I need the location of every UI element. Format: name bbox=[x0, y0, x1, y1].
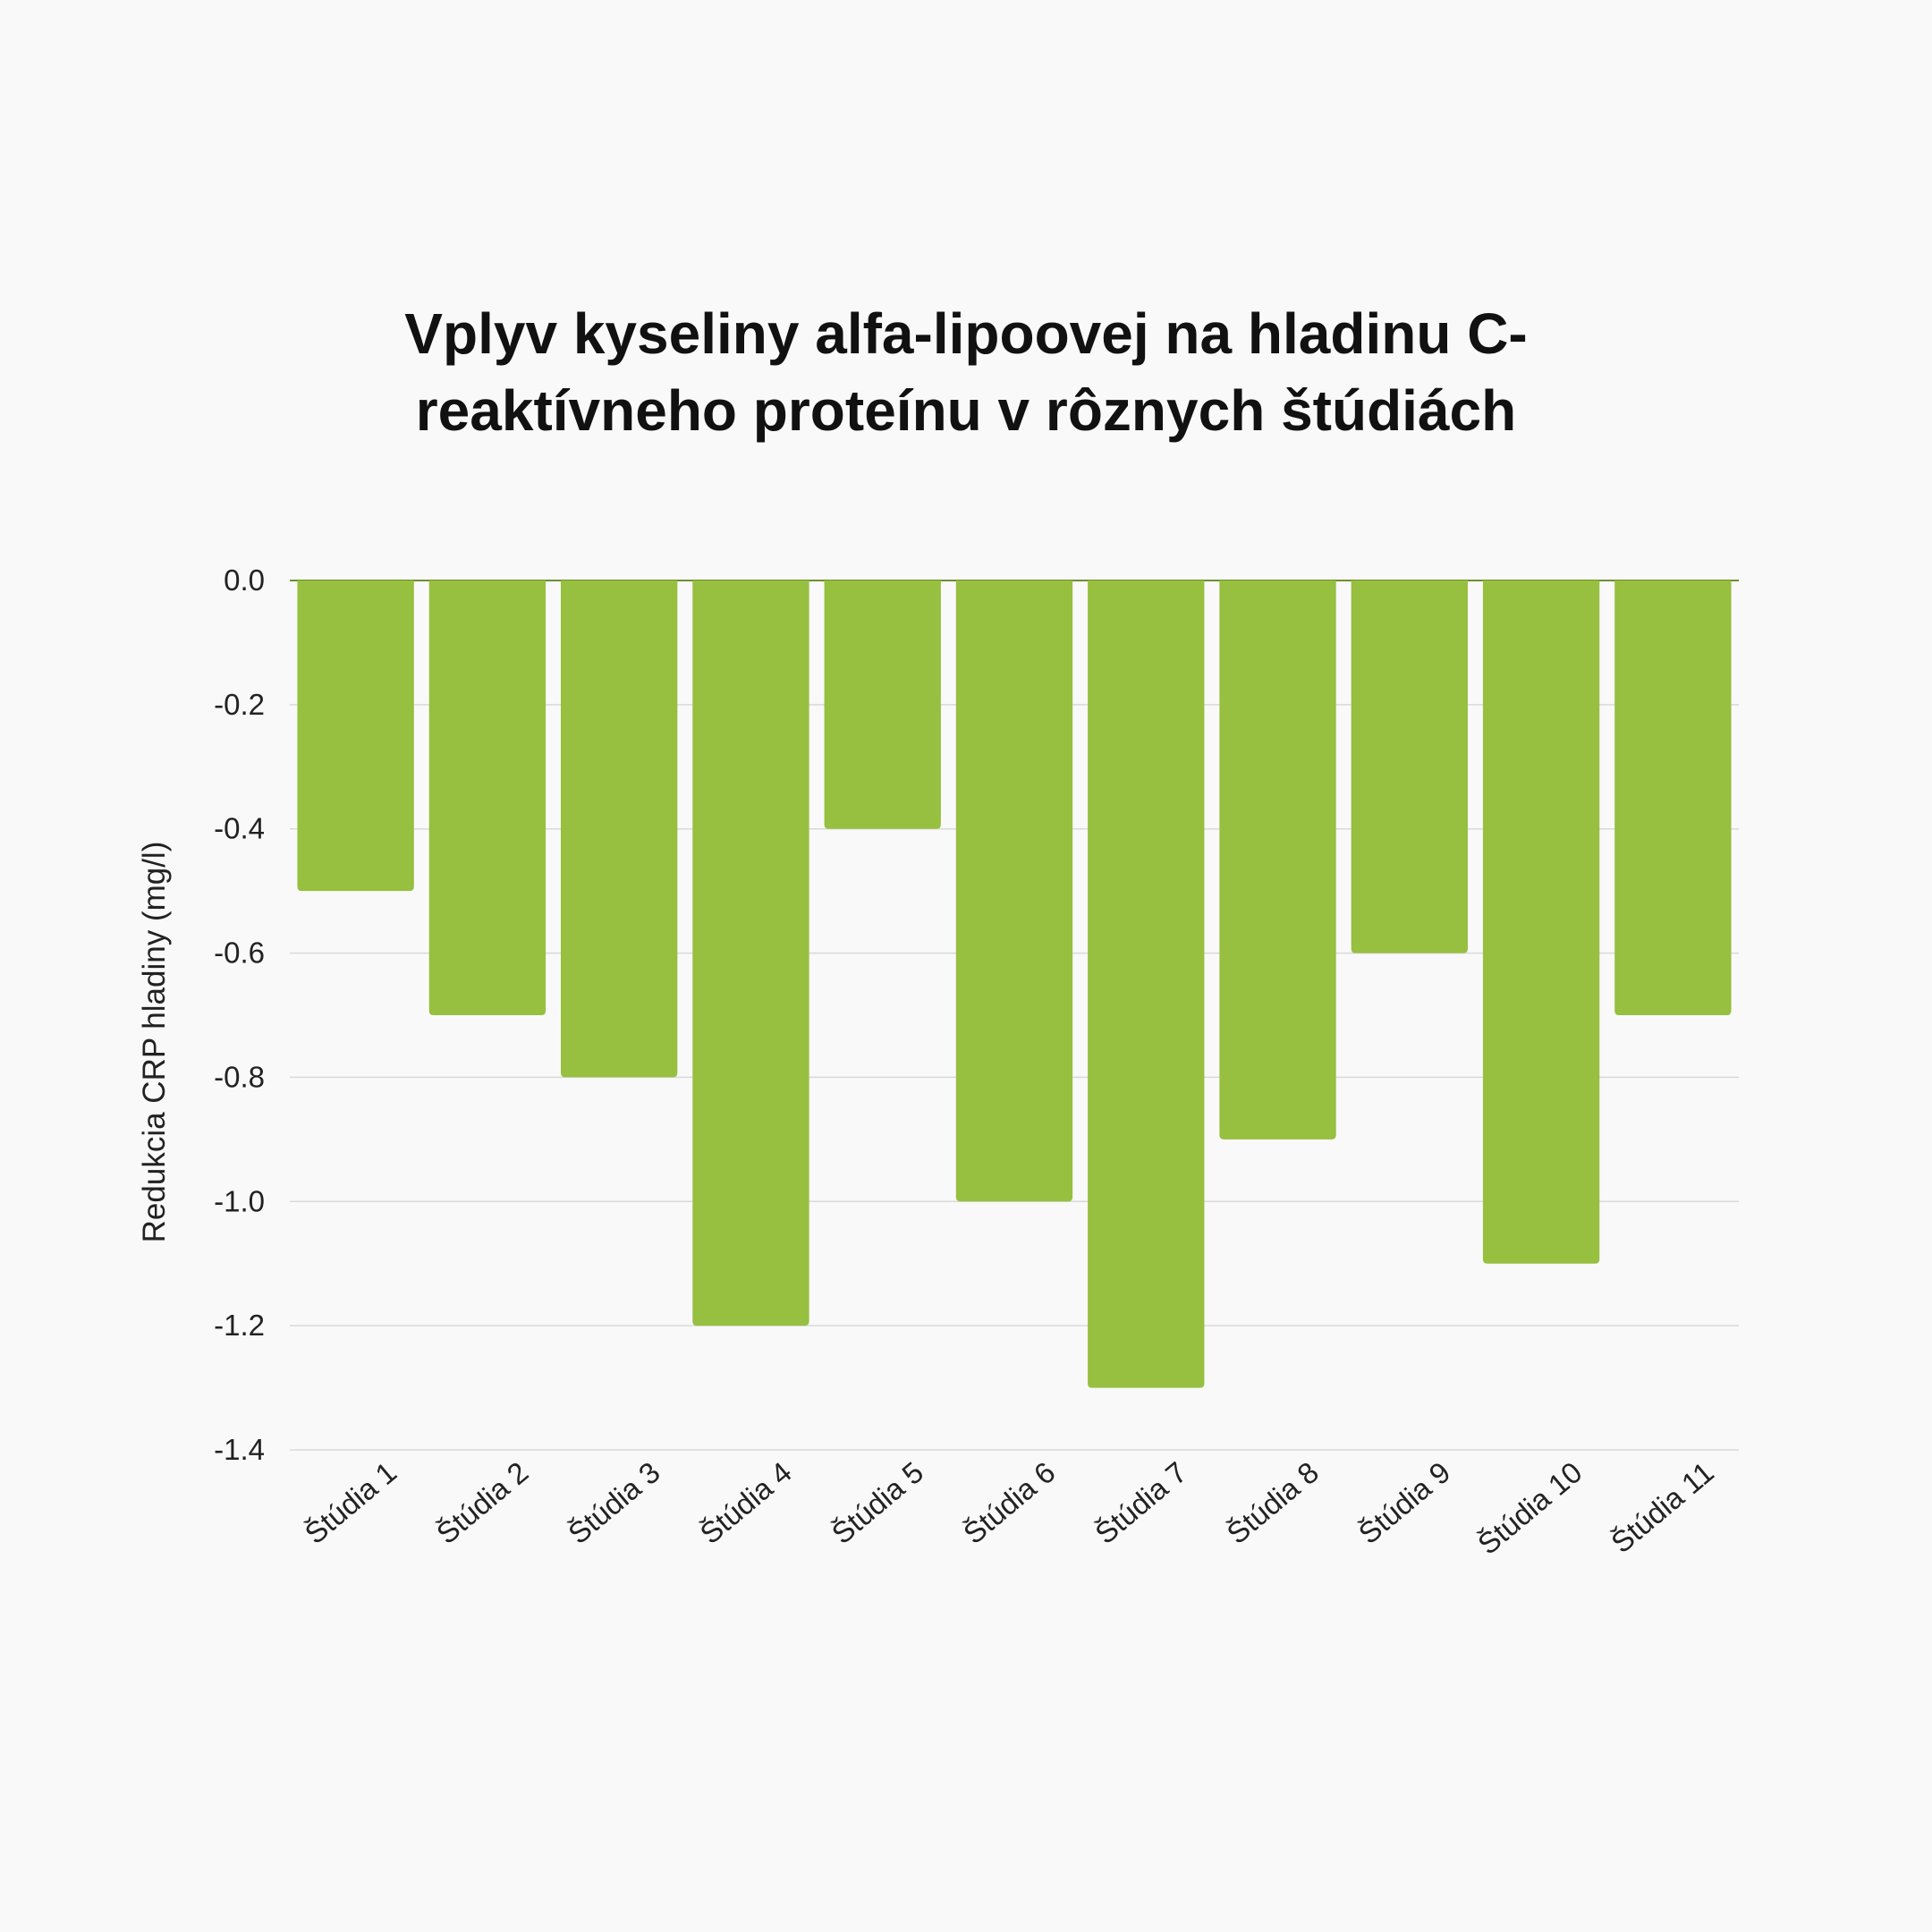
bar bbox=[1219, 580, 1336, 1140]
chart-title: Vplyv kyseliny alfa-lipoovej na hladinu … bbox=[404, 301, 1528, 443]
bar bbox=[428, 580, 547, 1015]
x-tick-label: Štúdia 8 bbox=[1220, 1455, 1325, 1550]
y-tick-label: -0.2 bbox=[214, 688, 265, 721]
bar bbox=[297, 580, 414, 892]
y-tick-labels: 0.0 -0.2 -0.4 -0.6 -0.8 -1.0 -1.2 -1.4 bbox=[214, 564, 265, 1466]
x-tick-labels: Štúdia 1 Štúdia 2 Štúdia 3 Štúdia 4 Štúdia 5… bbox=[299, 1455, 1720, 1561]
x-tick-label: Štúdia 6 bbox=[957, 1455, 1062, 1550]
x-tick-label: Štúdia 4 bbox=[693, 1455, 798, 1550]
bar bbox=[1351, 580, 1468, 953]
bar bbox=[692, 580, 809, 1326]
y-tick-label: 0.0 bbox=[224, 564, 265, 597]
x-tick-label: Štúdia 11 bbox=[1605, 1455, 1720, 1559]
bar bbox=[561, 580, 678, 1078]
bar bbox=[1614, 580, 1732, 1015]
bar bbox=[1482, 580, 1600, 1264]
bar bbox=[955, 580, 1073, 1202]
x-tick-label: Štúdia 2 bbox=[430, 1455, 535, 1550]
y-tick-label: -0.8 bbox=[214, 1060, 265, 1093]
x-tick-label: Štúdia 3 bbox=[562, 1455, 666, 1550]
bar bbox=[824, 580, 941, 829]
x-tick-label: Štúdia 9 bbox=[1352, 1455, 1457, 1550]
x-tick-label: Štúdia 10 bbox=[1471, 1455, 1589, 1561]
bars bbox=[297, 580, 1732, 1388]
y-axis-title: Redukcia CRP hladiny (mg/l) bbox=[137, 842, 172, 1243]
bar bbox=[1088, 580, 1205, 1388]
x-tick-label: Štúdia 1 bbox=[299, 1455, 403, 1550]
x-tick-label: Štúdia 7 bbox=[1089, 1455, 1193, 1550]
x-tick-label: Štúdia 5 bbox=[826, 1455, 930, 1550]
y-tick-label: -0.4 bbox=[214, 812, 265, 845]
y-tick-label: -0.6 bbox=[214, 936, 265, 970]
y-tick-label: -1.0 bbox=[214, 1184, 265, 1217]
y-tick-label: -1.2 bbox=[214, 1309, 265, 1342]
y-tick-label: -1.4 bbox=[214, 1433, 265, 1466]
